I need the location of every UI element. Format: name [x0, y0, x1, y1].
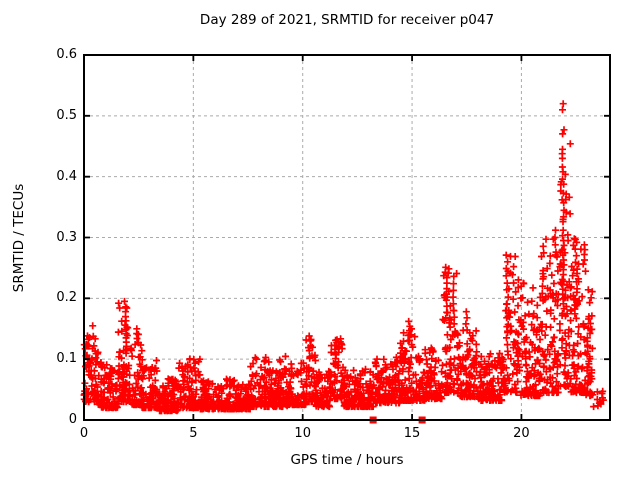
x-axis-label: GPS time / hours: [290, 452, 404, 468]
chart-title: Day 289 of 2021, SRMTID for receiver p04…: [199, 12, 495, 28]
grid-lines: [84, 55, 610, 420]
axis-ticks: [83, 54, 610, 421]
scatter-points: [80, 100, 607, 415]
